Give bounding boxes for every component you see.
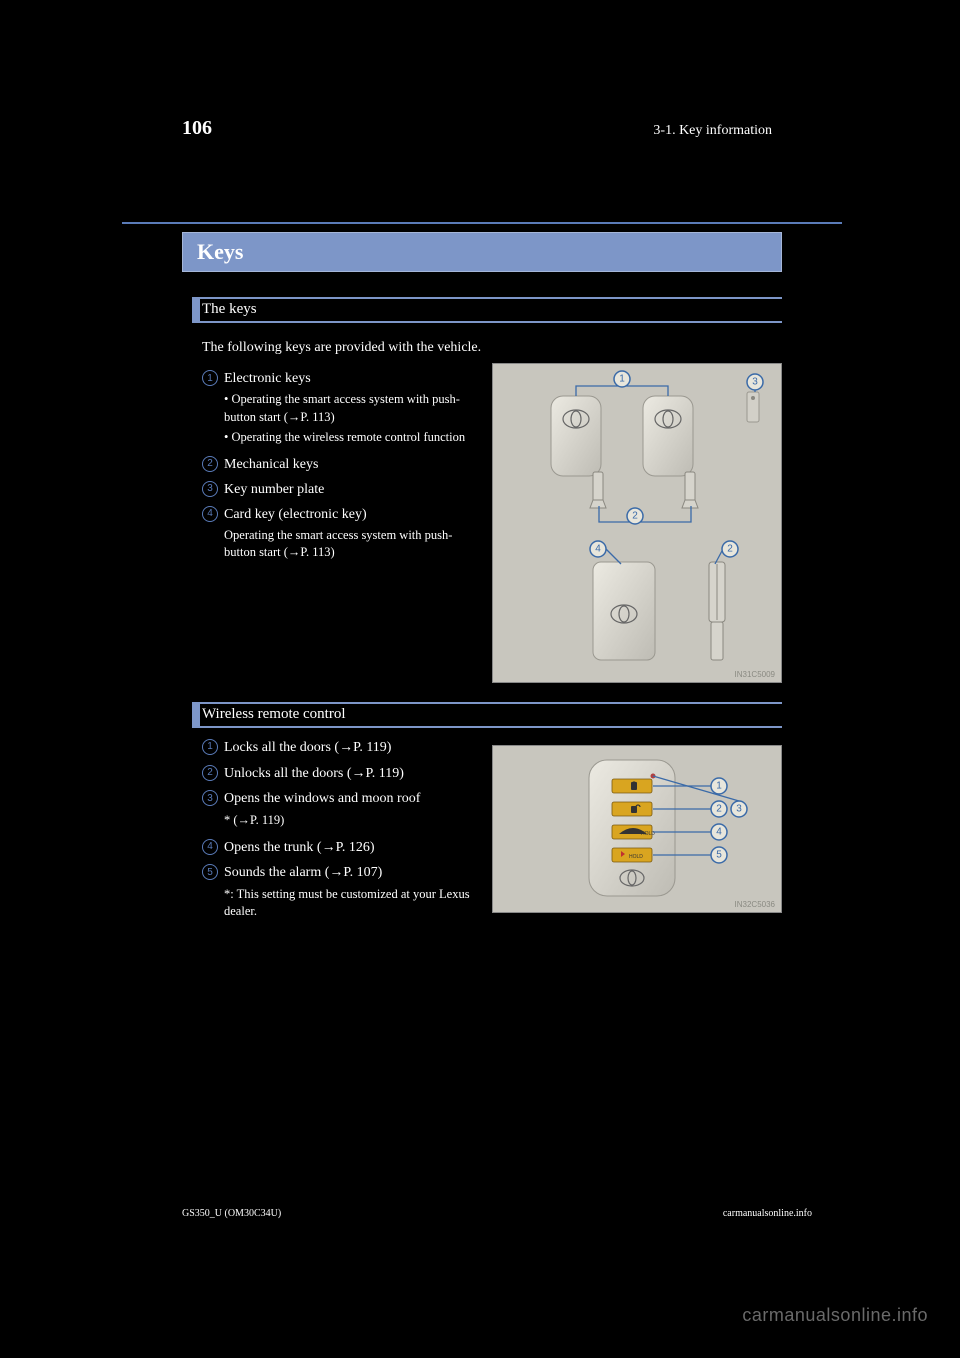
callout-2b: 2: [722, 541, 738, 557]
electronic-key-left: [551, 396, 606, 508]
list-item: 4 Opens the trunk (→P. 126): [202, 837, 482, 859]
card-key: [593, 562, 655, 660]
list-item-sub: • Operating the smart access system with…: [224, 391, 482, 426]
page-header: 106 3-1. Key information: [122, 117, 842, 140]
trunk-button-icon: HOLD: [612, 825, 655, 839]
svg-text:5: 5: [716, 850, 722, 861]
list-item: 2 Mechanical keys: [202, 454, 482, 475]
callout-5: 5: [711, 847, 727, 863]
svg-text:3: 3: [736, 804, 742, 815]
callout-1: 1: [711, 778, 727, 794]
figure-remote-svg: HOLD HOLD 1 2: [493, 746, 783, 914]
callout-1: 1: [614, 371, 630, 387]
list-item: 5 Sounds the alarm (→P. 107) *: This set…: [202, 862, 482, 924]
figure-keys-svg: 1 3 2 4 2: [493, 364, 783, 684]
callout-4: 4: [711, 824, 727, 840]
list-item-label: Opens the windows and moon roof: [224, 788, 420, 810]
list-item-label: Mechanical keys: [224, 454, 318, 475]
watermark: carmanualsonline.info: [742, 1305, 928, 1326]
callout-2a: 2: [627, 508, 643, 524]
svg-text:4: 4: [595, 544, 601, 555]
footer-source: carmanualsonline.info: [723, 1208, 812, 1219]
unlock-button-icon: [612, 802, 652, 816]
list-item: 2 Unlocks all the doors (→P. 119): [202, 763, 482, 785]
section1-intro: The following keys are provided with the…: [202, 337, 482, 358]
list-item: 3 Key number plate: [202, 479, 482, 500]
callout-number-icon: 2: [202, 765, 218, 781]
svg-text:1: 1: [716, 781, 722, 792]
electronic-key-right: [643, 396, 698, 508]
page-number: 106: [182, 117, 212, 140]
list-item-sub: *: This setting must be customized at yo…: [224, 886, 482, 921]
svg-text:2: 2: [716, 804, 722, 815]
section-heading-wireless: Wireless remote control: [192, 702, 782, 728]
callout-number-icon: 3: [202, 790, 218, 806]
svg-text:2: 2: [632, 511, 638, 522]
list-item: 4 Card key (electronic key) Operating th…: [202, 504, 482, 565]
list-item: 3 Opens the windows and moon roof * (→P.…: [202, 788, 482, 832]
callout-number-icon: 3: [202, 481, 218, 497]
title-bar: Keys: [182, 232, 782, 272]
section-tab: [192, 704, 200, 726]
list-item-label: Opens the trunk (→P. 126): [224, 837, 375, 859]
list-item-label: Locks all the doors (→P. 119): [224, 737, 391, 759]
section2-content: 1 Locks all the doors (→P. 119) 2 Unlock…: [202, 737, 482, 928]
figure-id: IN31C5009: [735, 670, 775, 679]
header-divider: [122, 222, 842, 224]
chapter-label: 3-1. Key information: [653, 123, 772, 139]
callout-number-icon: 2: [202, 456, 218, 472]
svg-text:2: 2: [727, 544, 733, 555]
list-item-label: Electronic keys: [224, 368, 482, 389]
list-item-label: Unlocks all the doors (→P. 119): [224, 763, 404, 785]
figure-keys: 1 3 2 4 2 IN31C5009: [492, 363, 782, 683]
callout-2: 2: [711, 801, 727, 817]
list-item-sub: * (→P. 119): [224, 812, 420, 830]
callout-3: 3: [747, 374, 763, 390]
list-item-label: Card key (electronic key): [224, 504, 482, 525]
callout-number-icon: 4: [202, 506, 218, 522]
lock-button-icon: [612, 779, 652, 793]
card-mechanical-key: [709, 562, 725, 660]
svg-text:HOLD: HOLD: [629, 854, 643, 860]
section-tab: [192, 299, 200, 321]
callout-number-icon: 1: [202, 739, 218, 755]
section1-content: The following keys are provided with the…: [202, 337, 482, 569]
callout-number-icon: 5: [202, 864, 218, 880]
svg-text:1: 1: [619, 374, 625, 385]
callout-4: 4: [590, 541, 606, 557]
alarm-button-icon: HOLD: [612, 848, 652, 862]
footer-doc-id: GS350_U (OM30C34U): [182, 1208, 281, 1219]
list-item: 1 Electronic keys • Operating the smart …: [202, 368, 482, 450]
callout-number-icon: 4: [202, 839, 218, 855]
manual-page: 106 3-1. Key information Keys The keys T…: [122, 117, 842, 1227]
callout-number-icon: 1: [202, 370, 218, 386]
svg-text:4: 4: [716, 827, 722, 838]
figure-remote: HOLD HOLD 1 2: [492, 745, 782, 913]
list-item-label: Key number plate: [224, 479, 324, 500]
list-item: 1 Locks all the doors (→P. 119): [202, 737, 482, 759]
section-heading-keys: The keys: [192, 297, 782, 323]
list-item-label: Sounds the alarm (→P. 107): [224, 862, 482, 884]
figure-id: IN32C5036: [735, 900, 775, 909]
section-heading-label: Wireless remote control: [202, 706, 346, 722]
section-heading-label: The keys: [202, 301, 257, 317]
key-number-plate: [747, 392, 759, 422]
svg-text:3: 3: [752, 377, 758, 388]
list-item-sub: • Operating the wireless remote control …: [224, 429, 482, 447]
callout-3: 3: [731, 801, 747, 817]
list-item-sub: Operating the smart access system with p…: [224, 527, 482, 562]
